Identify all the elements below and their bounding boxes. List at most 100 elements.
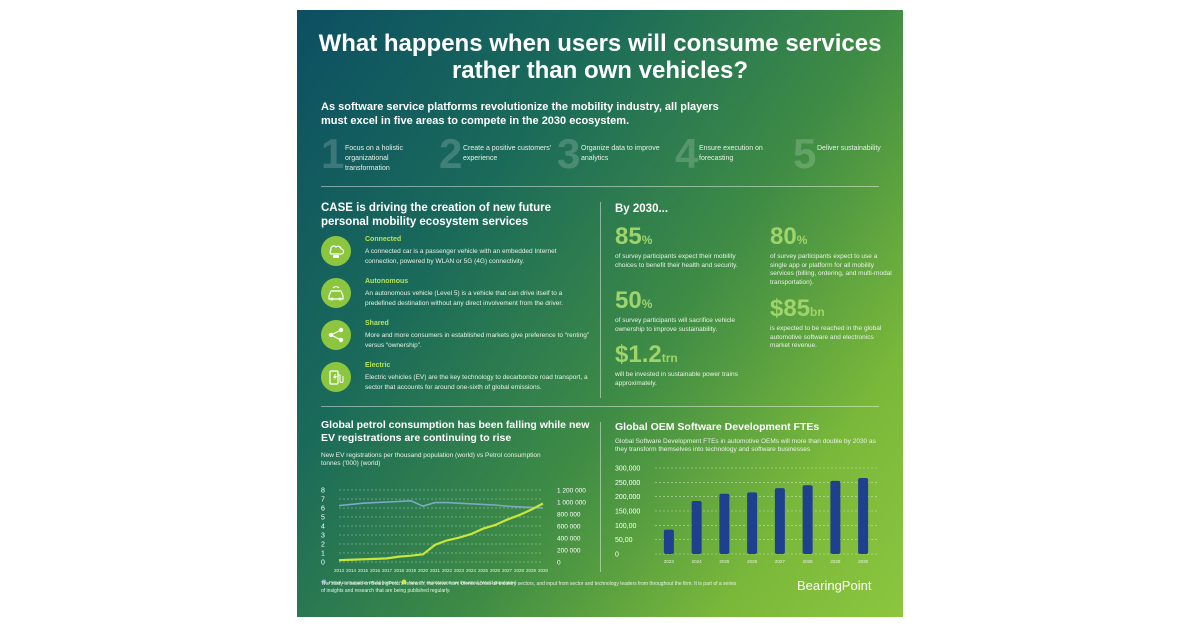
step-label: Create a positive customers’ experience [463, 145, 552, 162]
case-item-title: Autonomous [365, 278, 409, 285]
series-line-2 [338, 502, 544, 562]
x-tick: 2024 [692, 559, 703, 564]
stat-value: $85 [770, 295, 811, 322]
series-line-1 [338, 499, 544, 509]
y-left-tick: 7 [321, 497, 325, 504]
case-item-shared: Shared More and more consumers in establ… [321, 320, 591, 360]
stat-value: $1.2 [615, 341, 662, 368]
x-tick: 2028 [803, 559, 814, 564]
bar [774, 488, 785, 554]
stat-value: 85 [615, 223, 642, 250]
cloud-car-icon [321, 236, 351, 266]
y-tick: 200,000 [615, 494, 640, 501]
bar [719, 493, 730, 554]
stat-desc: will be invested in sustainable power tr… [615, 371, 738, 387]
x-tick: 2029 [830, 559, 841, 564]
stat-50: 50% of survey participants will sacrific… [615, 288, 740, 334]
stat-desc: of survey participants expect their mobi… [615, 253, 738, 269]
step-label: Deliver sustainability [817, 145, 881, 152]
x-tick: 2030 [538, 568, 549, 573]
y-tick: 300,000 [615, 466, 640, 473]
five-areas: 1 Focus on a holistic organizational tra… [321, 132, 881, 180]
y-left-tick: 2 [321, 542, 325, 549]
autonomous-car-icon [321, 278, 351, 308]
stat-value: 50 [615, 287, 642, 314]
petrol-ev-line-chart: 0 1 2 3 4 5 6 7 8 0 200 000 400 000 600 000 800 000 1 … [321, 488, 586, 586]
stat-unit: % [796, 233, 808, 247]
petrol-ev-chart-title: Global petrol consumption has been falli… [321, 419, 590, 444]
y-right-tick: 600 000 [557, 524, 581, 531]
footer-note: The study is based on BearingPoint’s res… [321, 581, 737, 594]
x-tick: 2020 [418, 568, 429, 573]
stat-unit: % [641, 233, 653, 247]
x-tick: 2023 [454, 568, 465, 573]
bar [830, 480, 841, 554]
x-tick: 2018 [394, 568, 405, 573]
page-title: What happens when users will consume ser… [318, 30, 882, 84]
stat-desc: is expected to be reached in the global … [770, 325, 882, 349]
y-right-tick: 400 000 [557, 536, 581, 543]
stat-80: 80% of survey participants expect to use… [770, 224, 895, 287]
x-tick: 2028 [514, 568, 525, 573]
y-right-tick: 0 [557, 560, 561, 567]
step-1: 1 Focus on a holistic organizational tra… [321, 132, 436, 180]
y-tick: 0 [615, 552, 619, 559]
y-left-tick: 1 [321, 551, 325, 558]
x-tick: 2017 [382, 568, 393, 573]
case-item-autonomous: Autonomous An autonomous vehicle (Level … [321, 278, 591, 318]
case-item-desc: Electric vehicles (EV) are the key techn… [365, 374, 588, 391]
y-tick: 100,00 [615, 523, 637, 530]
stat-1-2trn: $1.2trn will be invested in sustainable … [615, 342, 740, 388]
case-item-connected: Connected A connected car is a passenger… [321, 236, 591, 276]
stat-desc: of survey participants expect to use a s… [770, 253, 892, 286]
x-tick: 2024 [466, 568, 477, 573]
x-tick: 2026 [490, 568, 501, 573]
legend-swatch [321, 579, 327, 585]
x-tick: 2023 [664, 559, 675, 564]
divider [321, 186, 879, 187]
y-left-tick: 4 [321, 524, 325, 531]
legend-swatch [401, 579, 407, 585]
step-number: 5 [793, 130, 817, 177]
stat-unit: trn [661, 351, 678, 365]
stat-85bn: $85bn is expected to be reached in the g… [770, 296, 895, 351]
stat-unit: % [641, 297, 653, 311]
step-5: 5 Deliver sustainability [793, 132, 903, 180]
y-tick: 250,000 [615, 480, 640, 487]
legend-label: Petrol consumption World (tonnes) [329, 580, 399, 585]
step-number: 3 [557, 130, 581, 177]
stat-desc: of survey participants will sacrifice ve… [615, 317, 735, 333]
x-tick: 2026 [747, 559, 758, 564]
x-tick: 2025 [719, 559, 730, 564]
y-left-tick: 6 [321, 506, 325, 513]
stat-value: 80 [770, 223, 797, 250]
by2030-heading: By 2030... [615, 203, 669, 215]
step-label: Focus on a holistic organizational trans… [345, 145, 403, 172]
x-tick: 2016 [370, 568, 381, 573]
x-tick: 2014 [346, 568, 357, 573]
case-heading: CASE is driving the creation of new futu… [321, 202, 552, 228]
y-left-tick: 3 [321, 533, 325, 540]
x-tick: 2025 [478, 568, 489, 573]
x-tick: 2030 [858, 559, 869, 564]
step-4: 4 Ensure execution on forecasting [675, 132, 790, 180]
bar [691, 500, 702, 554]
fte-chart-subtitle: Global Software Development FTEs in auto… [615, 438, 876, 453]
x-tick: 2027 [502, 568, 513, 573]
divider [321, 406, 879, 407]
step-2: 2 Create a positive customers’ experienc… [439, 132, 554, 180]
bar [747, 492, 758, 554]
step-label: Ensure execution on forecasting [699, 145, 763, 162]
y-right-tick: 200 000 [557, 548, 581, 555]
y-right-tick: 800 000 [557, 512, 581, 519]
fte-bar-chart: 0 50,00 100,00 150,000 200,000 250,000 300,000… [615, 466, 877, 564]
share-icon [321, 320, 351, 350]
legend-label: New EV registrations per thousand (World… [409, 580, 517, 585]
bar [858, 478, 869, 554]
bar [802, 485, 813, 554]
y-left-tick: 8 [321, 488, 325, 495]
step-3: 3 Organize data to improve analytics [557, 132, 672, 180]
infographic: What happens when users will consume ser… [297, 10, 903, 617]
case-item-title: Shared [365, 320, 389, 327]
case-item-electric: Electric Electric vehicles (EV) are the … [321, 362, 591, 402]
